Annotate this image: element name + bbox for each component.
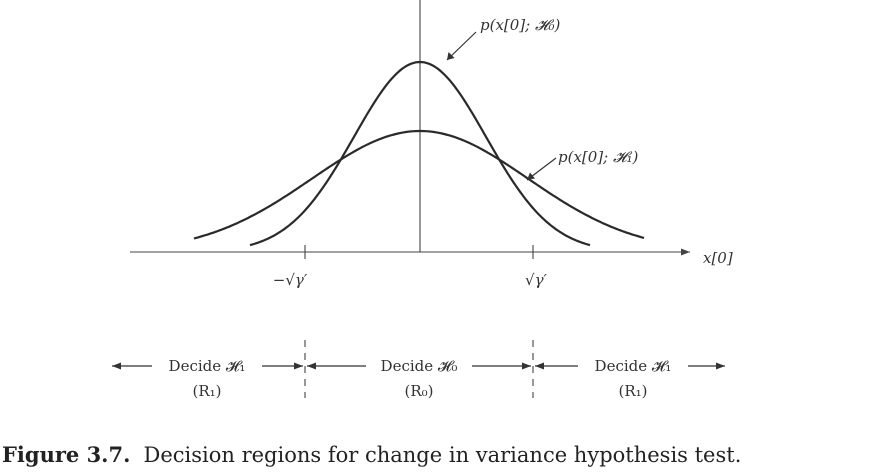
h1-curve-label: p(x[0]; 𝓗₁) xyxy=(558,148,639,166)
figure-caption-text: Decision regions for change in variance … xyxy=(144,443,742,467)
middle-region-arrowhead-left xyxy=(307,362,316,370)
figure-caption: Figure 3.7. Decision regions for change … xyxy=(2,442,741,467)
right-region-decide-label: Decide 𝓗₁ xyxy=(595,357,672,375)
horizontal-axis-arrowhead xyxy=(681,248,690,256)
x-axis-label: x[0] xyxy=(703,249,733,267)
right-region-set-label: (R₁) xyxy=(618,382,647,400)
h0-curve-label: p(x[0]; 𝓗₀) xyxy=(480,16,561,34)
left-region-set-label: (R₁) xyxy=(192,382,221,400)
left-region-arrowhead-right xyxy=(294,362,303,370)
right-region-arrowhead-left xyxy=(535,362,544,370)
middle-region-arrowhead-right xyxy=(522,362,531,370)
middle-region-set-label: (R₀) xyxy=(404,382,433,400)
h0-density-curve xyxy=(249,60,591,247)
figure-caption-label: Figure 3.7. xyxy=(2,442,130,467)
left-region-arrowhead-left xyxy=(112,362,121,370)
pos-threshold-label: √γ′ xyxy=(525,271,548,289)
h1-density-curve xyxy=(193,129,645,240)
right-region-arrowhead-right xyxy=(716,362,725,370)
h0-label-pointer xyxy=(446,31,477,61)
left-region-decide-label: Decide 𝓗₁ xyxy=(169,357,246,375)
middle-region-decide-label: Decide 𝓗₀ xyxy=(381,357,458,375)
h0-label-pointer-arrowhead xyxy=(447,52,455,60)
neg-threshold-label: −√γ′ xyxy=(273,271,308,289)
h1-label-pointer-arrowhead xyxy=(527,172,535,180)
